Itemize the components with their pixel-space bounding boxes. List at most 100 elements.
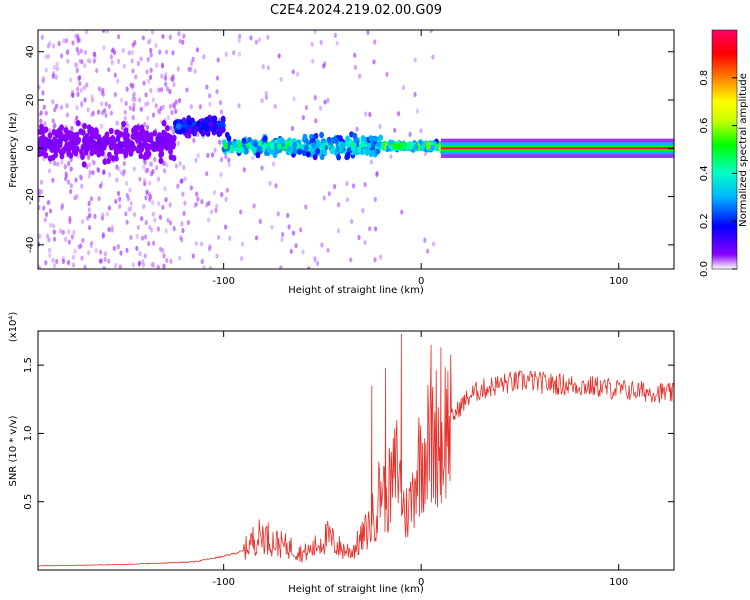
spectrogram-scatter-dot xyxy=(142,164,146,170)
spectrogram-scatter-dot xyxy=(304,204,308,210)
spectrogram-scatter-dot xyxy=(103,251,108,257)
spectrogram-scatter-dot xyxy=(151,199,155,206)
spectrogram-scatter-dot xyxy=(219,157,224,163)
spectrogram-core-blob xyxy=(80,143,86,151)
spectrogram-core-blob xyxy=(219,120,225,128)
spectrogram-scatter-dot xyxy=(65,103,69,109)
spectrogram-core-blob xyxy=(167,142,173,150)
spectrogram-scatter-dot xyxy=(274,183,278,189)
spectrogram-scatter-dot xyxy=(186,219,190,226)
spectrogram-scatter-dot xyxy=(87,173,91,179)
spectrogram-core-blob xyxy=(129,140,135,147)
spectrogram-scatter-dot xyxy=(171,50,175,56)
spectrogram-scatter-dot xyxy=(130,58,134,64)
spectrogram-scatter-dot xyxy=(419,128,423,134)
spectrogram-scatter-dot xyxy=(94,247,98,253)
x-tick-label: 100 xyxy=(609,577,628,588)
spectrogram-scatter-dot xyxy=(162,253,166,259)
spectrogram-scatter-dot xyxy=(174,99,178,105)
spectrogram-scatter-dot xyxy=(210,152,215,158)
spectrogram-scatter-dot xyxy=(75,46,79,52)
spectrogram-scatter-dot xyxy=(67,229,71,235)
spectrogram-core-blob xyxy=(255,151,261,159)
spectrogram-scatter-dot xyxy=(86,58,90,64)
spectrogram-scatter-dot xyxy=(96,167,101,173)
spectrogram-scatter-dot xyxy=(144,168,148,174)
x-tick-label: 0 xyxy=(418,577,424,588)
spectrogram-core-blob xyxy=(266,146,272,154)
spectrogram-scatter-dot xyxy=(51,223,56,229)
spectrogram-scatter-dot xyxy=(304,105,308,111)
spectrogram-scatter-dot xyxy=(80,102,84,108)
spectrogram-scatter-dot xyxy=(100,110,105,116)
spectrogram-scatter-dot xyxy=(107,67,111,73)
spectrogram-scatter-dot xyxy=(185,87,189,93)
spectrogram-scatter-dot xyxy=(310,41,314,47)
spectrogram-core-blob xyxy=(322,149,328,156)
spectrogram-scatter-dot xyxy=(202,54,206,60)
spectrogram-scatter-dot xyxy=(119,250,123,256)
spectrogram-core-blob xyxy=(292,147,298,155)
spectrogram-core-blob xyxy=(319,131,325,139)
spectrogram-scatter-dot xyxy=(101,212,105,218)
spectrogram-scatter-dot xyxy=(66,179,71,185)
spectrogram-scatter-dot xyxy=(193,68,197,74)
spectrogram-scatter-dot xyxy=(170,76,174,82)
snr-plot-area xyxy=(38,333,674,567)
spectrogram-scatter-dot xyxy=(38,241,41,247)
spectrogram-core-blob xyxy=(168,153,174,161)
spectrogram-core-blob xyxy=(205,130,211,137)
spectrogram-core-blob xyxy=(370,149,376,156)
spectrogram-scatter-dot xyxy=(155,165,159,171)
spectrogram-scatter-dot xyxy=(271,161,276,167)
spectrogram-scatter-dot xyxy=(208,101,212,107)
spectrogram-scatter-dot xyxy=(53,122,57,128)
spectrogram-scatter-dot xyxy=(178,255,182,261)
spectrogram-core-blob xyxy=(251,146,257,154)
spectrogram-scatter-dot xyxy=(125,247,129,253)
spectrogram-scatter-dot xyxy=(431,54,435,60)
spectrogram-scatter-dot xyxy=(237,103,241,109)
spectrogram-scatter-dot xyxy=(277,53,281,59)
spectrogram-core-blob xyxy=(40,143,46,151)
spectrogram-core-blob xyxy=(135,132,141,139)
spectrogram-scatter-dot xyxy=(47,128,52,134)
spectrogram-scatter-dot xyxy=(413,91,417,98)
spectrogram-scatter-dot xyxy=(161,104,165,110)
spectrogram-scatter-dot xyxy=(276,211,280,217)
spectrogram-scatter-dot xyxy=(67,239,71,245)
spectrogram-scatter-dot xyxy=(215,203,219,209)
spectrogram-scatter-dot xyxy=(139,56,143,62)
spectrogram-scatter-dot xyxy=(289,248,293,254)
spectrogram-scatter-dot xyxy=(99,101,104,107)
spectrogram-scatter-dot xyxy=(316,260,320,267)
spectrogram-scatter-dot xyxy=(320,242,324,248)
spectrogram-core-blob xyxy=(110,140,116,147)
spectrogram-scatter-dot xyxy=(80,219,85,225)
spectrogram-scatter-dot xyxy=(115,120,119,126)
spectrogram-scatter-dot xyxy=(87,162,91,168)
spectrogram-scatter-dot xyxy=(208,93,212,99)
spectrogram-scatter-dot xyxy=(192,137,196,143)
spectrogram-scatter-dot xyxy=(189,185,193,191)
spectrogram-scatter-dot xyxy=(200,258,204,265)
spectrogram-scatter-dot xyxy=(345,197,350,203)
spectrogram-scatter-dot xyxy=(319,39,323,46)
spectrogram-scatter-dot xyxy=(39,118,43,124)
spectrogram-scatter-dot xyxy=(232,50,236,56)
spectrogram-scatter-dot xyxy=(134,74,138,80)
spectrogram-scatter-dot xyxy=(67,161,71,167)
spectrogram-scatter-dot xyxy=(136,60,141,67)
spectrogram-scatter-dot xyxy=(124,100,128,107)
spectrogram-scatter-dot xyxy=(160,62,165,68)
spectrogram-scatter-dot xyxy=(59,53,64,59)
spectrogram-core-blob xyxy=(400,143,405,150)
spectrogram-scatter-dot xyxy=(413,57,417,63)
spectrogram-core-blob xyxy=(39,123,45,131)
spectrogram-scatter-dot xyxy=(54,103,59,109)
spectrogram-scatter-dot xyxy=(358,73,362,79)
spectrogram-scatter-dot xyxy=(238,33,242,39)
spectrogram-core-blob xyxy=(88,127,93,134)
spectrogram-scatter-dot xyxy=(161,204,165,211)
spectrogram-core-blob xyxy=(269,142,275,150)
